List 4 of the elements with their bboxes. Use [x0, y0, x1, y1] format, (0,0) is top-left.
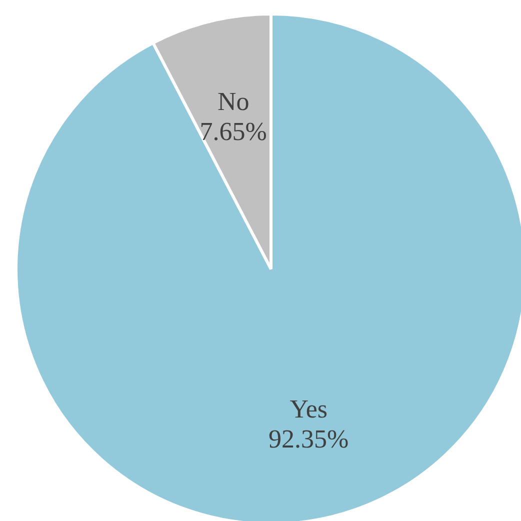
slice-label: Yes [290, 394, 328, 424]
slice-label: No [217, 87, 250, 116]
data-label: 92.35% [268, 424, 349, 454]
data-label: 7.65% [200, 117, 267, 146]
